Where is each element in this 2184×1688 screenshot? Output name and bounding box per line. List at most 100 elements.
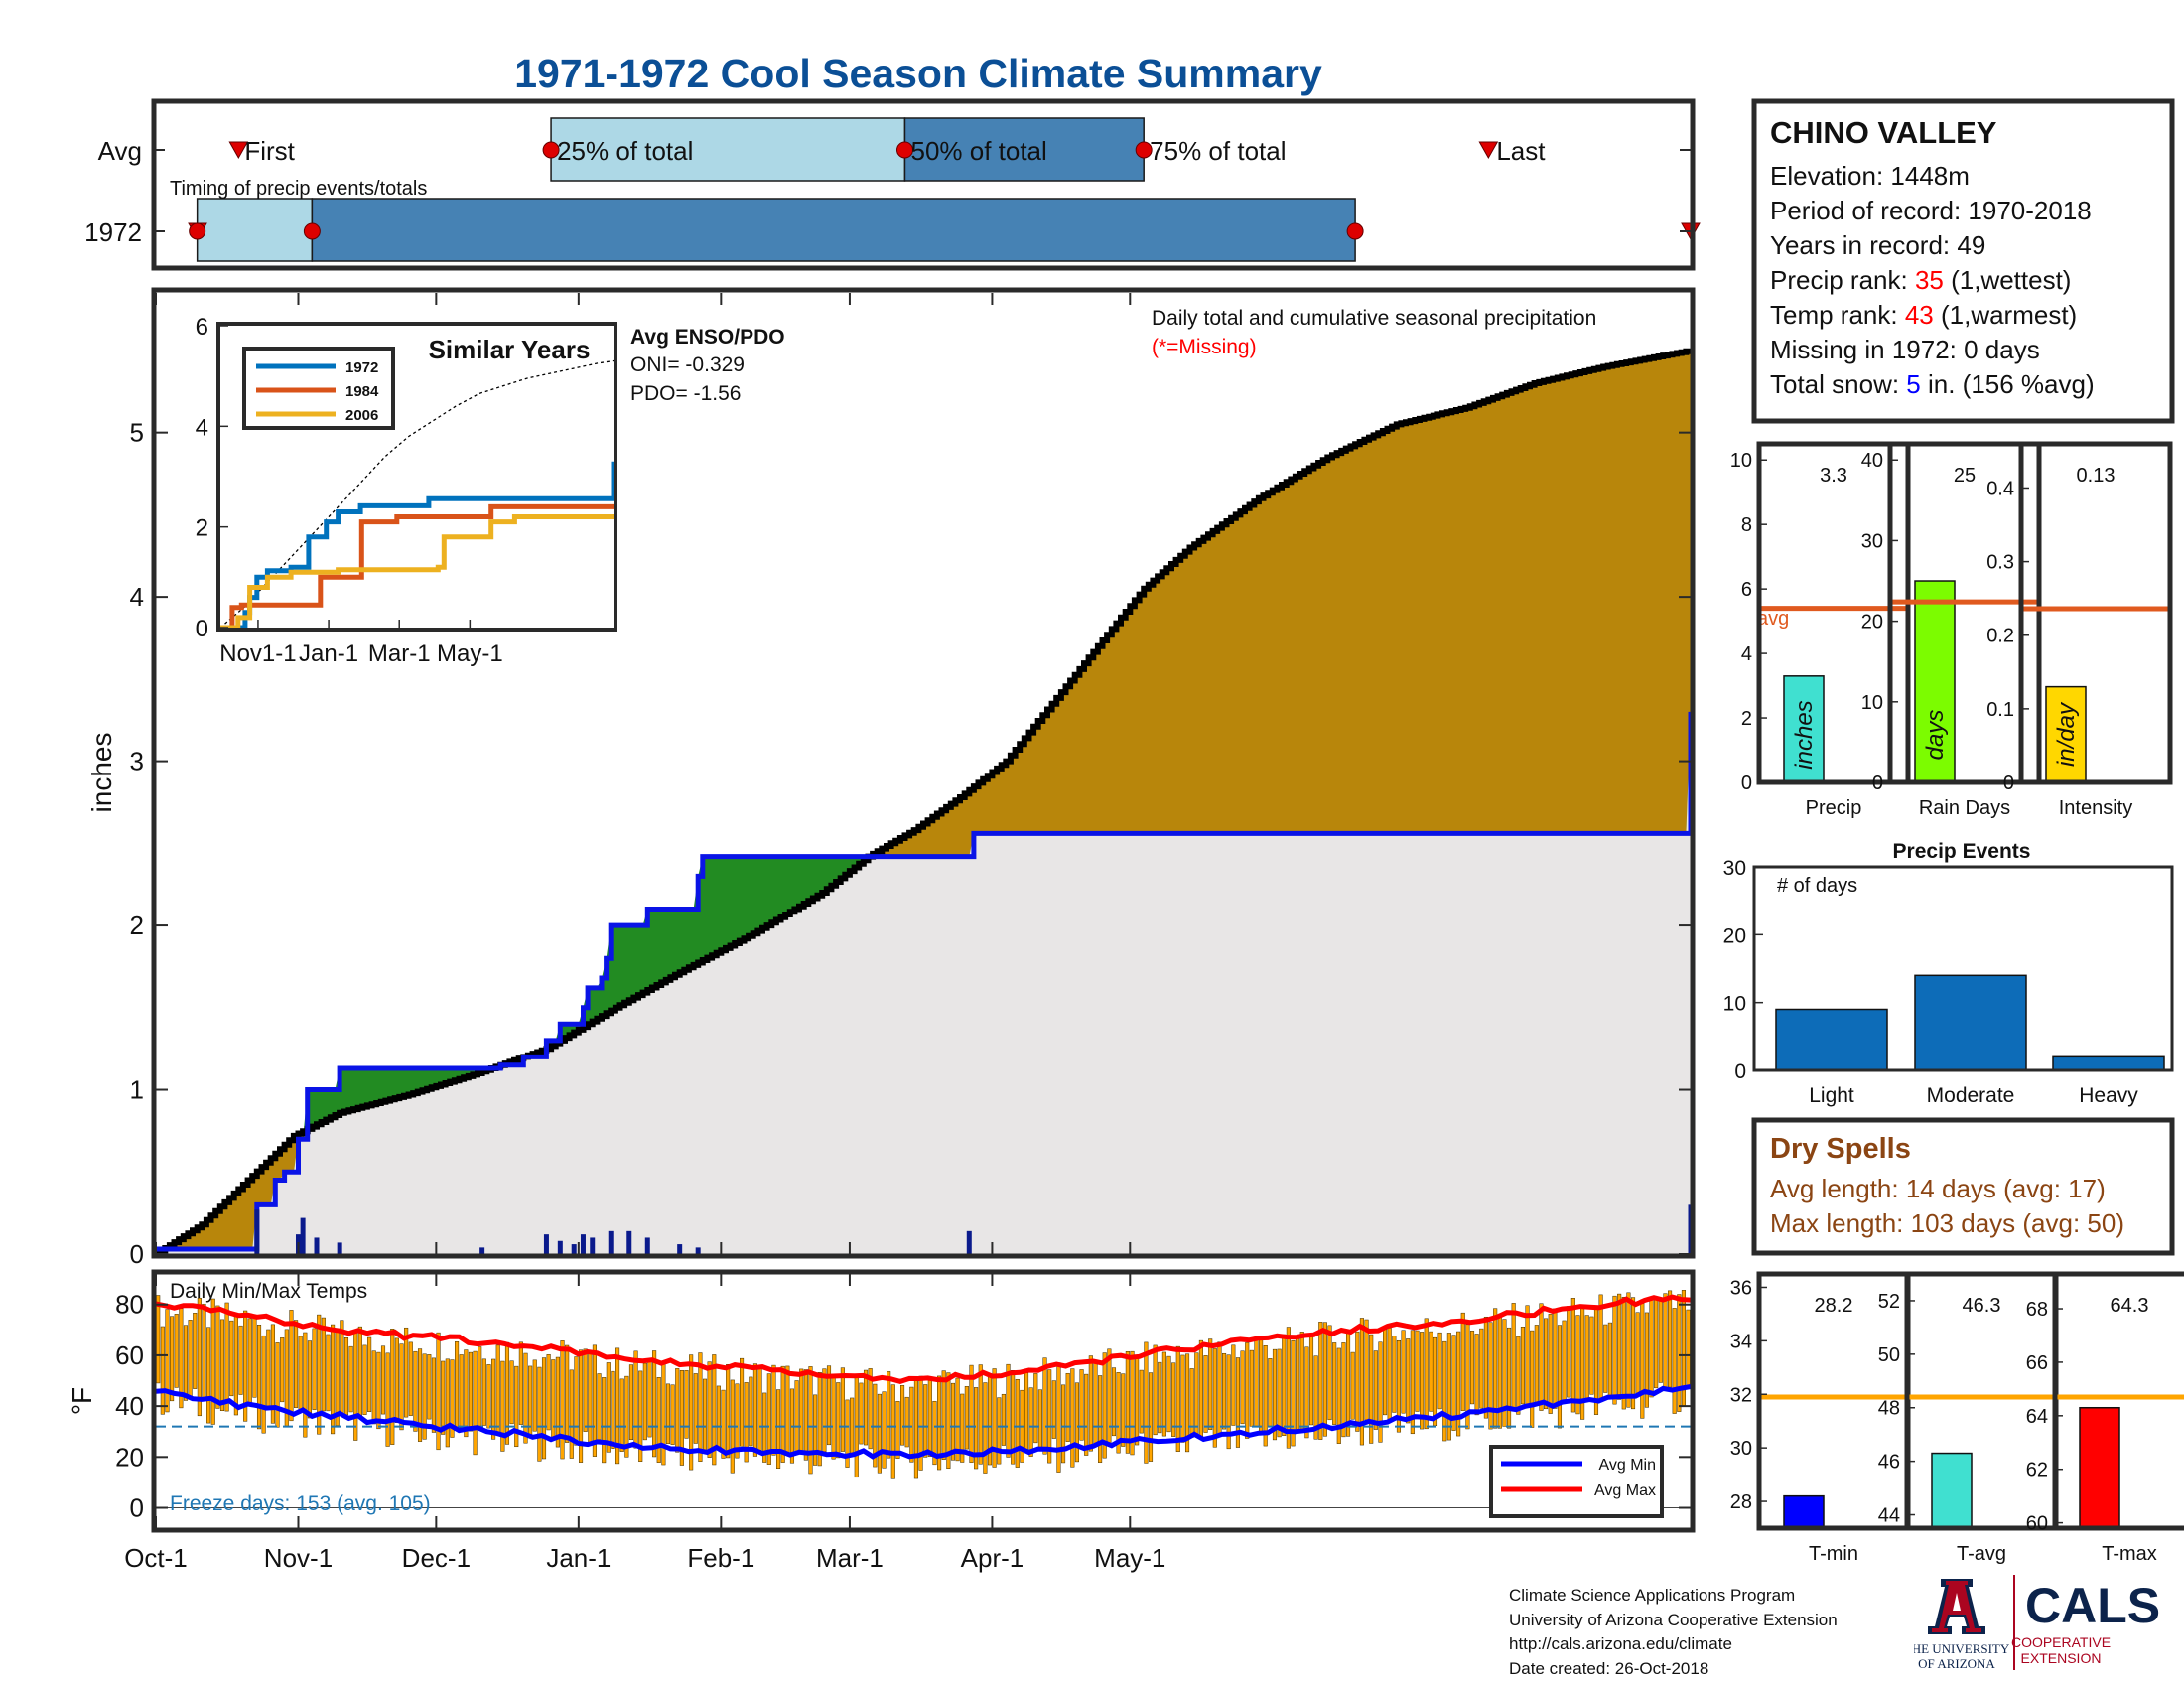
daily-temp-bar (541, 1357, 547, 1460)
daily-temp-bar (873, 1383, 878, 1468)
daily-temp-bar (969, 1364, 974, 1463)
daily-temp-bar (1584, 1315, 1589, 1400)
daily-temp-bar (776, 1389, 781, 1469)
daily-temp-bar (1259, 1337, 1264, 1432)
daily-temp-bar (390, 1329, 395, 1445)
event-category-label: Heavy (2079, 1084, 2138, 1107)
temp-rank-part: 43 (1905, 300, 1934, 330)
daily-temp-bar (652, 1350, 657, 1458)
main-chart-frame (151, 287, 1696, 1259)
tmax-panel-value: 64.3 (2111, 1295, 2149, 1317)
tmax-panel-frame (2052, 1271, 2184, 1531)
daily-temp-bar (780, 1365, 785, 1463)
daily-temp-bar (1612, 1295, 1617, 1405)
precip-events-frame (1752, 865, 2174, 1072)
daily-temp-bar (675, 1368, 680, 1453)
precip-rank-part: (1,wettest) (1944, 265, 2072, 295)
temps-frame (151, 1269, 1696, 1533)
y-tick-label: 60 (115, 1340, 144, 1370)
x-tick-label: May-1 (1094, 1543, 1165, 1573)
cals-sub-line: EXTENSION (2021, 1650, 2102, 1666)
avg-75-label: 75% of total (1150, 136, 1286, 166)
similar-year-line (220, 503, 616, 631)
daily-temp-bar (1562, 1320, 1567, 1402)
daily-temp-bar (1359, 1318, 1364, 1446)
y-tick-label: 30 (1723, 857, 1746, 880)
daily-temp-bar (1621, 1296, 1626, 1410)
daily-temp-bar (850, 1397, 855, 1457)
daily-temp-bar (252, 1315, 257, 1398)
daily-temp-bar (206, 1327, 211, 1424)
avg-first-marker (228, 141, 249, 160)
y-tick-label: 0.4 (1986, 478, 2014, 499)
daily-temp-bar (895, 1401, 900, 1459)
daily-temp-bar (459, 1354, 464, 1429)
daily-temp-bar (702, 1378, 708, 1453)
y-tick-label: 0.2 (1986, 626, 2014, 647)
daily-temp-bar (1194, 1352, 1199, 1438)
daily-temp-bar (1460, 1312, 1465, 1411)
daily-temp-bar (817, 1372, 822, 1467)
dry-spells-max: Max length: 103 days (avg: 50) (1770, 1208, 2124, 1238)
daily-precip-bar (337, 1242, 342, 1254)
daily-temp-bar (684, 1370, 689, 1439)
daily-temp-bar (840, 1367, 845, 1452)
daily-temp-bar (1332, 1342, 1337, 1425)
daily-temp-bar (1557, 1325, 1563, 1429)
daily-temp-bar (1369, 1334, 1374, 1444)
daily-temp-bar (1630, 1297, 1636, 1410)
daily-temp-bar (1065, 1372, 1070, 1442)
daily-temp-bar (882, 1391, 887, 1469)
daily-temp-bar (1401, 1330, 1406, 1414)
y-tick-label: 28 (1730, 1491, 1752, 1513)
daily-temp-bar (1061, 1384, 1066, 1464)
station-years: Years in record: 49 (1770, 230, 1985, 260)
daily-temp-bar (261, 1335, 266, 1434)
daily-temp-bar (1640, 1303, 1645, 1419)
daily-temp-bar (1396, 1339, 1402, 1433)
daily-precip-bar (314, 1237, 320, 1254)
y-tick-label: 0 (1734, 1060, 1746, 1083)
y-tick-label: 0 (130, 1239, 144, 1269)
precip-events-title: Precip Events (1893, 840, 2031, 863)
y-tick-label: 20 (115, 1442, 144, 1472)
daily-temp-bar (1617, 1293, 1622, 1400)
daily-temp-bar (1442, 1340, 1447, 1442)
daily-temp-bar (960, 1393, 965, 1463)
daily-temp-bar (380, 1345, 386, 1415)
daily-temp-bar (436, 1332, 441, 1451)
daily-precip-bar (677, 1244, 683, 1254)
total-snow: Total snow: 5 in. (156 %avg) (1770, 369, 2095, 399)
y-tick-label: 2 (130, 911, 144, 940)
legend-label: Avg Min (1598, 1457, 1656, 1474)
daily-temp-bar (762, 1392, 767, 1463)
daily-temp-bar (1198, 1339, 1203, 1440)
daily-temp-bar (1291, 1340, 1296, 1447)
daily-temp-bar (628, 1364, 634, 1441)
daily-temp-bar (486, 1364, 491, 1429)
daily-temp-bar (1116, 1372, 1121, 1454)
daily-temp-bar (1488, 1322, 1493, 1430)
daily-temp-bar (427, 1354, 432, 1420)
daily-temp-bar (1336, 1347, 1341, 1444)
legend-label: 1984 (345, 383, 379, 400)
daily-temp-bar (1033, 1373, 1038, 1444)
footer-line: http://cals.arizona.edu/climate (1509, 1634, 1732, 1653)
daily-temp-bar (983, 1382, 988, 1474)
main-y-axis-label: inches (86, 733, 117, 813)
daily-temp-bar (1125, 1351, 1130, 1454)
daily-temp-bar (362, 1344, 367, 1415)
daily-temp-bar (633, 1350, 638, 1449)
daily-temp-bar (233, 1313, 238, 1416)
precip-rank-part: 35 (1915, 265, 1944, 295)
daily-temp-bar (569, 1369, 574, 1459)
y-tick-label: 0 (130, 1493, 144, 1523)
daily-temp-bar (822, 1368, 827, 1452)
daily-precip-bar (608, 1230, 614, 1254)
footer-line: University of Arizona Cooperative Extens… (1509, 1610, 1838, 1629)
daily-temp-bar (224, 1302, 229, 1412)
daily-temp-bar (1644, 1312, 1649, 1408)
avg-50-marker (895, 141, 913, 159)
